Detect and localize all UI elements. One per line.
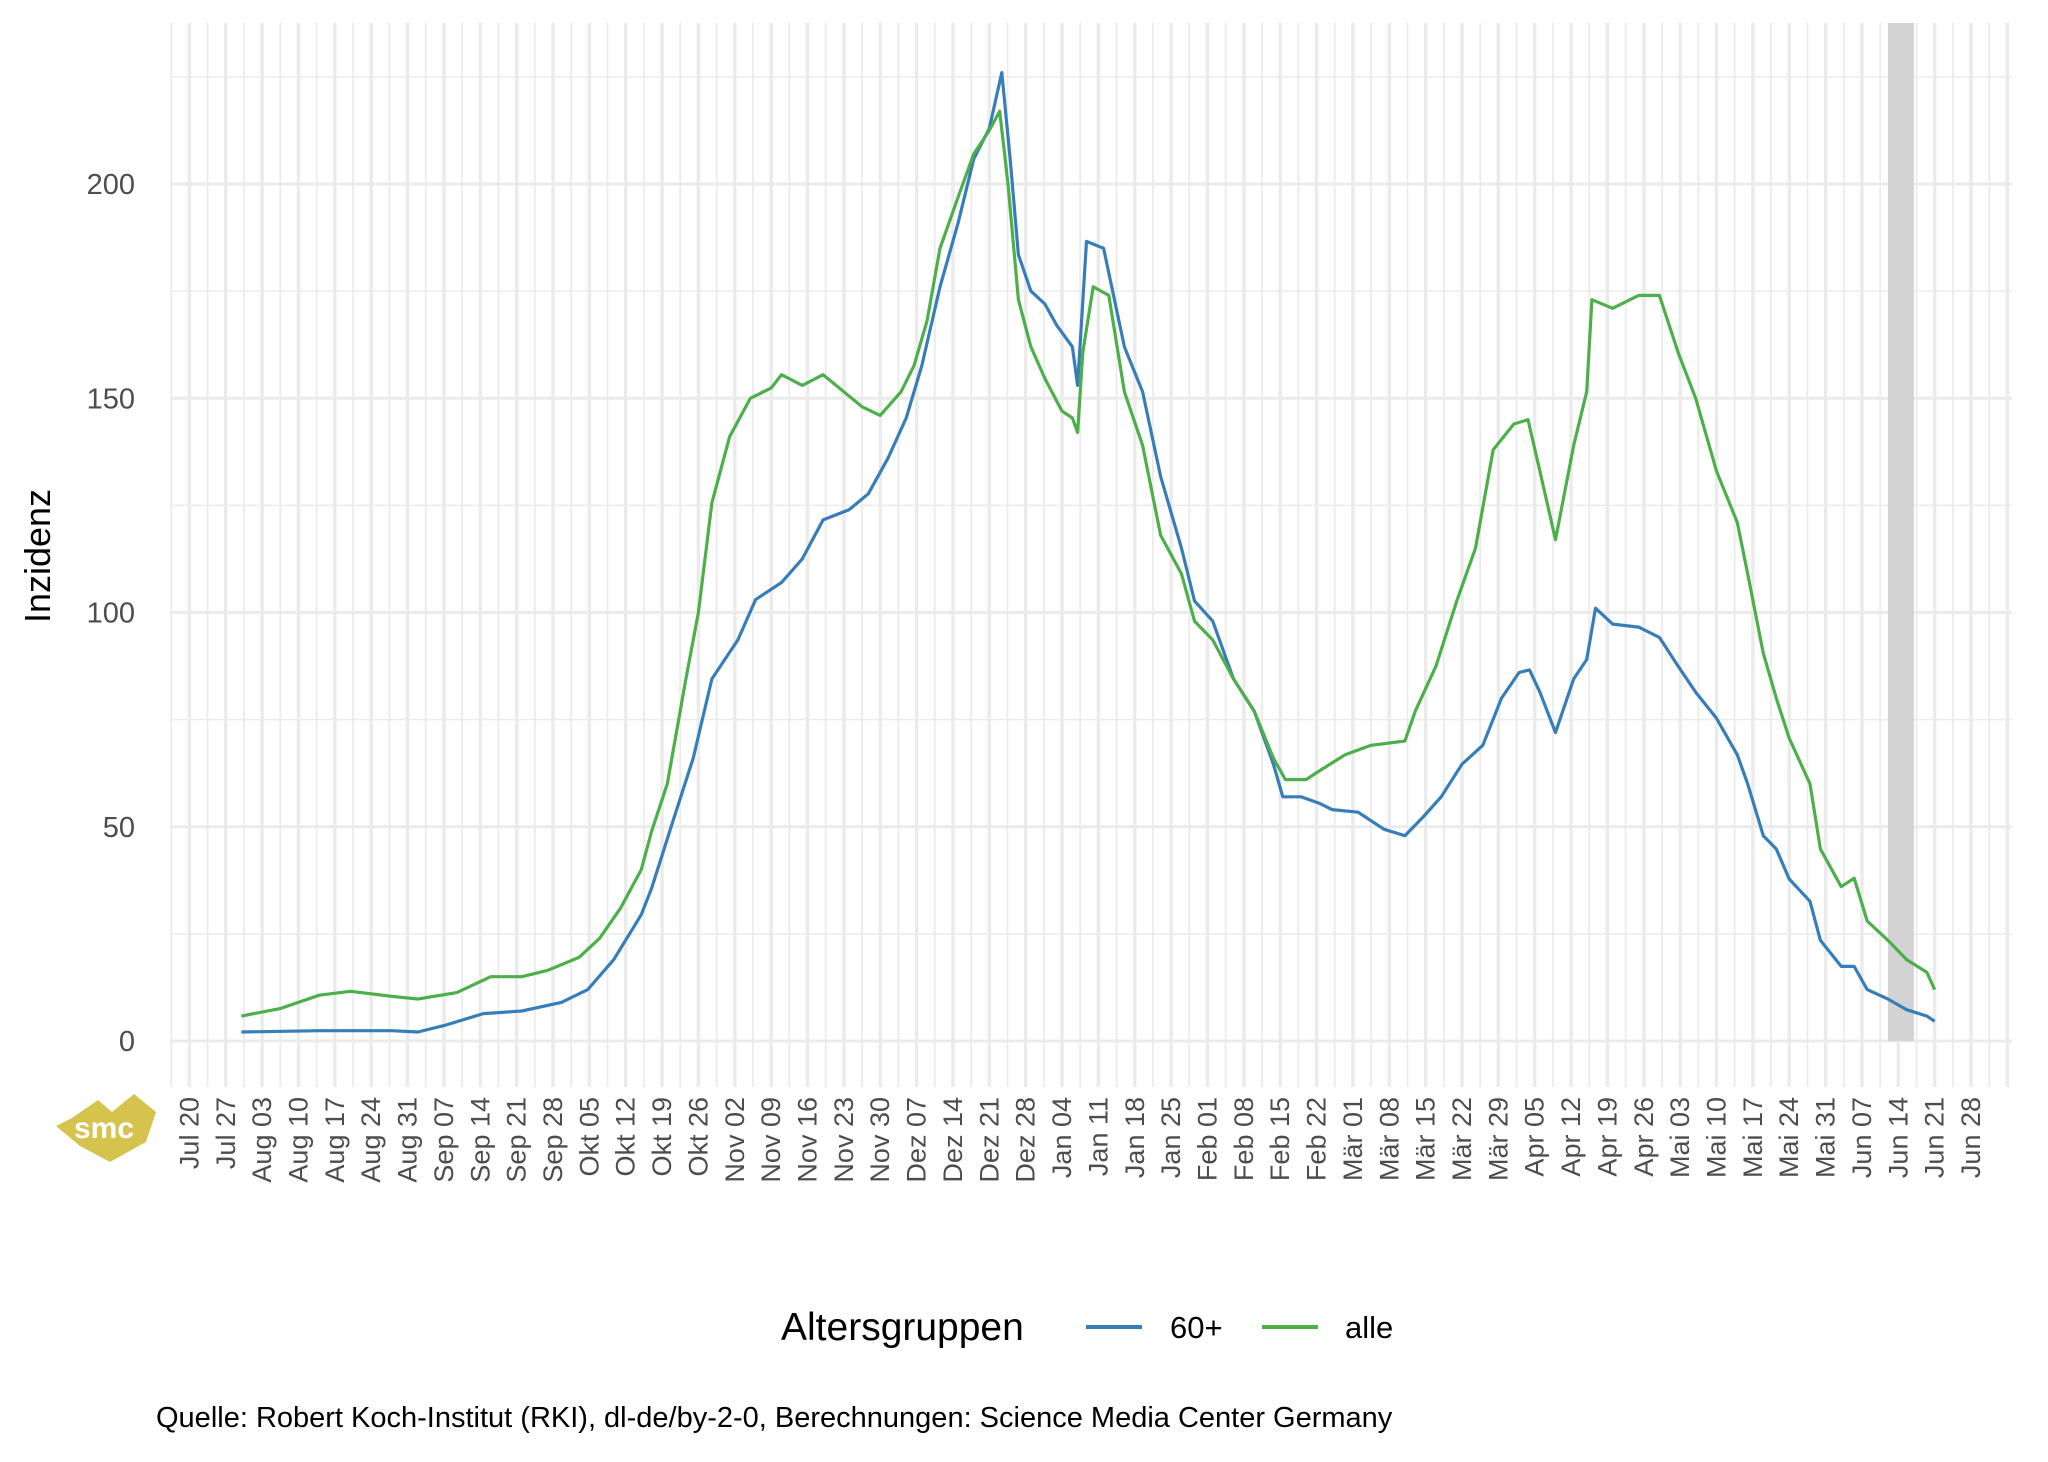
- x-tick-label: Aug 10: [283, 1097, 313, 1183]
- x-tick-label: Mär 08: [1374, 1097, 1404, 1181]
- x-tick-label: Mär 22: [1447, 1097, 1477, 1181]
- x-tick-label: Nov 16: [793, 1097, 823, 1183]
- x-tick-label: Aug 17: [320, 1097, 350, 1183]
- y-tick-labels: 0 50 100 150 200: [87, 169, 135, 1058]
- x-tick-label: Jan 11: [1083, 1097, 1113, 1176]
- x-tick-label: Okt 26: [683, 1097, 713, 1177]
- y-tick-label: 0: [119, 1026, 135, 1058]
- series-line-60plus: [241, 71, 1936, 1034]
- grid: [170, 23, 2012, 1087]
- legend-label-alle: alle: [1345, 1310, 1393, 1345]
- x-tick-label: Sep 07: [429, 1097, 459, 1183]
- x-tick-label: Jun 14: [1883, 1097, 1913, 1178]
- x-tick-label: Dez 07: [902, 1097, 932, 1183]
- x-tick-label: Aug 31: [393, 1097, 423, 1183]
- y-tick-label: 200: [87, 169, 135, 201]
- y-tick-label: 100: [87, 598, 135, 630]
- x-tick-label: Jan 18: [1120, 1097, 1150, 1178]
- x-tick-label: Aug 24: [356, 1097, 386, 1183]
- legend-title: Altersgruppen: [781, 1306, 1024, 1349]
- x-tick-label: Nov 09: [756, 1097, 786, 1183]
- x-tick-label: Mär 15: [1411, 1097, 1441, 1181]
- x-tick-label: Dez 21: [974, 1097, 1004, 1183]
- logo-text: smc: [74, 1112, 134, 1145]
- shaded-region: [1887, 23, 1914, 1041]
- x-tick-label: Mär 29: [1483, 1097, 1513, 1181]
- x-tick-label: Jun 07: [1847, 1097, 1877, 1178]
- x-tick-label: Apr 05: [1520, 1097, 1550, 1177]
- x-tick-label: Jul 20: [174, 1097, 204, 1169]
- x-tick-label: Okt 19: [647, 1097, 677, 1177]
- x-tick-label: Mai 24: [1774, 1097, 1804, 1178]
- x-tick-label: Apr 19: [1592, 1097, 1622, 1177]
- legend: Altersgruppen 60+ alle: [781, 1306, 1393, 1349]
- x-tick-label: Dez 28: [1011, 1097, 1041, 1183]
- logo: smc: [56, 1094, 156, 1162]
- series-line-alle: [240, 109, 1937, 1018]
- x-tick-label: Nov 23: [829, 1097, 859, 1183]
- x-tick-label: Mai 10: [1702, 1097, 1732, 1178]
- x-tick-label: Mai 17: [1738, 1097, 1768, 1178]
- x-tick-label: Sep 28: [538, 1097, 568, 1183]
- x-tick-label: Feb 08: [1229, 1097, 1259, 1181]
- x-tick-labels: Jul 20 Jul 27 Aug 03 Aug 10 Aug 17 Aug 24 Aug …: [174, 1097, 1986, 1183]
- x-tick-label: Jan 04: [1047, 1097, 1077, 1178]
- y-tick-label: 150: [87, 383, 135, 415]
- y-tick-label: 50: [103, 812, 135, 844]
- x-tick-label: Feb 01: [1192, 1097, 1222, 1181]
- x-tick-label: Dez 14: [938, 1097, 968, 1183]
- x-tick-label: Nov 30: [865, 1097, 895, 1183]
- x-tick-label: Jan 25: [1156, 1097, 1186, 1178]
- x-tick-label: Sep 21: [502, 1097, 532, 1183]
- x-tick-label: Okt 05: [574, 1097, 604, 1177]
- x-tick-label: Mai 31: [1811, 1097, 1841, 1178]
- x-tick-label: Aug 03: [247, 1097, 277, 1183]
- x-tick-label: Nov 02: [720, 1097, 750, 1183]
- x-tick-label: Jun 28: [1956, 1097, 1986, 1178]
- x-tick-label: Apr 12: [1556, 1097, 1586, 1177]
- x-tick-label: Mär 01: [1338, 1097, 1368, 1181]
- x-tick-label: Sep 14: [465, 1097, 495, 1183]
- legend-label-60plus: 60+: [1170, 1310, 1223, 1345]
- x-tick-label: Apr 26: [1629, 1097, 1659, 1177]
- x-tick-label: Okt 12: [611, 1097, 641, 1177]
- logo-shape: [56, 1094, 156, 1162]
- x-tick-label: Mai 03: [1665, 1097, 1695, 1178]
- series-lines: [240, 71, 1937, 1034]
- x-tick-label: Feb 15: [1265, 1097, 1295, 1181]
- caption: Quelle: Robert Koch-Institut (RKI), dl-d…: [156, 1402, 1393, 1434]
- x-tick-label: Jun 21: [1920, 1097, 1950, 1178]
- y-axis-label: Inzidenz: [17, 489, 58, 623]
- x-tick-label: Feb 22: [1302, 1097, 1332, 1181]
- x-tick-label: Jul 27: [211, 1097, 241, 1169]
